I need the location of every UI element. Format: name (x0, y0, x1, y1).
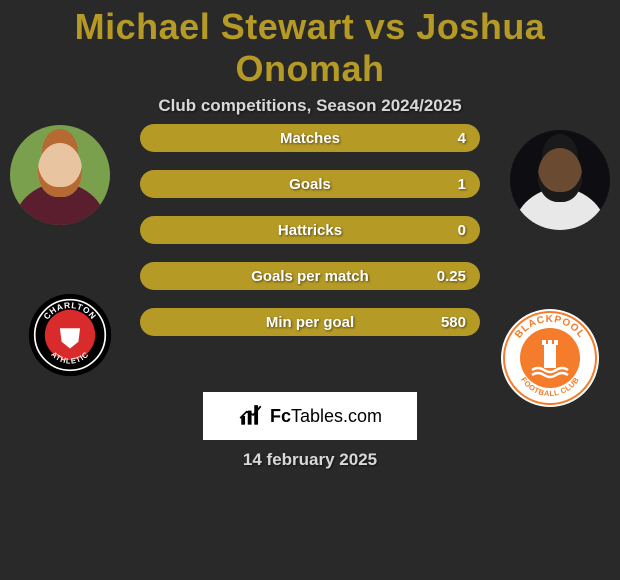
stat-bar: Matches 4 (140, 124, 480, 152)
date-text: 14 february 2025 (243, 450, 377, 470)
stat-value: 0.25 (437, 268, 466, 285)
page-title: Michael Stewart vs Joshua Onomah (0, 0, 620, 90)
stat-value: 4 (458, 130, 466, 147)
stat-label: Goals per match (251, 268, 369, 285)
stats-bars: Matches 4 Goals 1 Hattricks 0 Goals per match 0… (140, 124, 480, 354)
club-badge-right: BLACKPOOL FOOTBALL CLUB (500, 308, 600, 408)
stat-value: 580 (441, 314, 466, 331)
club-badge-left: CHARLTON ATHLETIC (28, 293, 112, 377)
player-photo-left (10, 125, 110, 225)
stat-label: Matches (280, 130, 340, 147)
stat-bar: Goals per match 0.25 (140, 262, 480, 290)
stat-value: 0 (458, 222, 466, 239)
stat-label: Min per goal (266, 314, 354, 331)
page-subtitle: Club competitions, Season 2024/2025 (0, 96, 620, 116)
stat-label: Goals (289, 176, 331, 193)
stat-label: Hattricks (278, 222, 342, 239)
stat-value: 1 (458, 176, 466, 193)
stat-bar: Goals 1 (140, 170, 480, 198)
player-photo-right (510, 130, 610, 230)
stat-bar: Hattricks 0 (140, 216, 480, 244)
chart-icon (238, 403, 264, 429)
stat-bar: Min per goal 580 (140, 308, 480, 336)
brand-text: FcTables.com (270, 406, 382, 427)
brand-box: FcTables.com (203, 392, 417, 440)
